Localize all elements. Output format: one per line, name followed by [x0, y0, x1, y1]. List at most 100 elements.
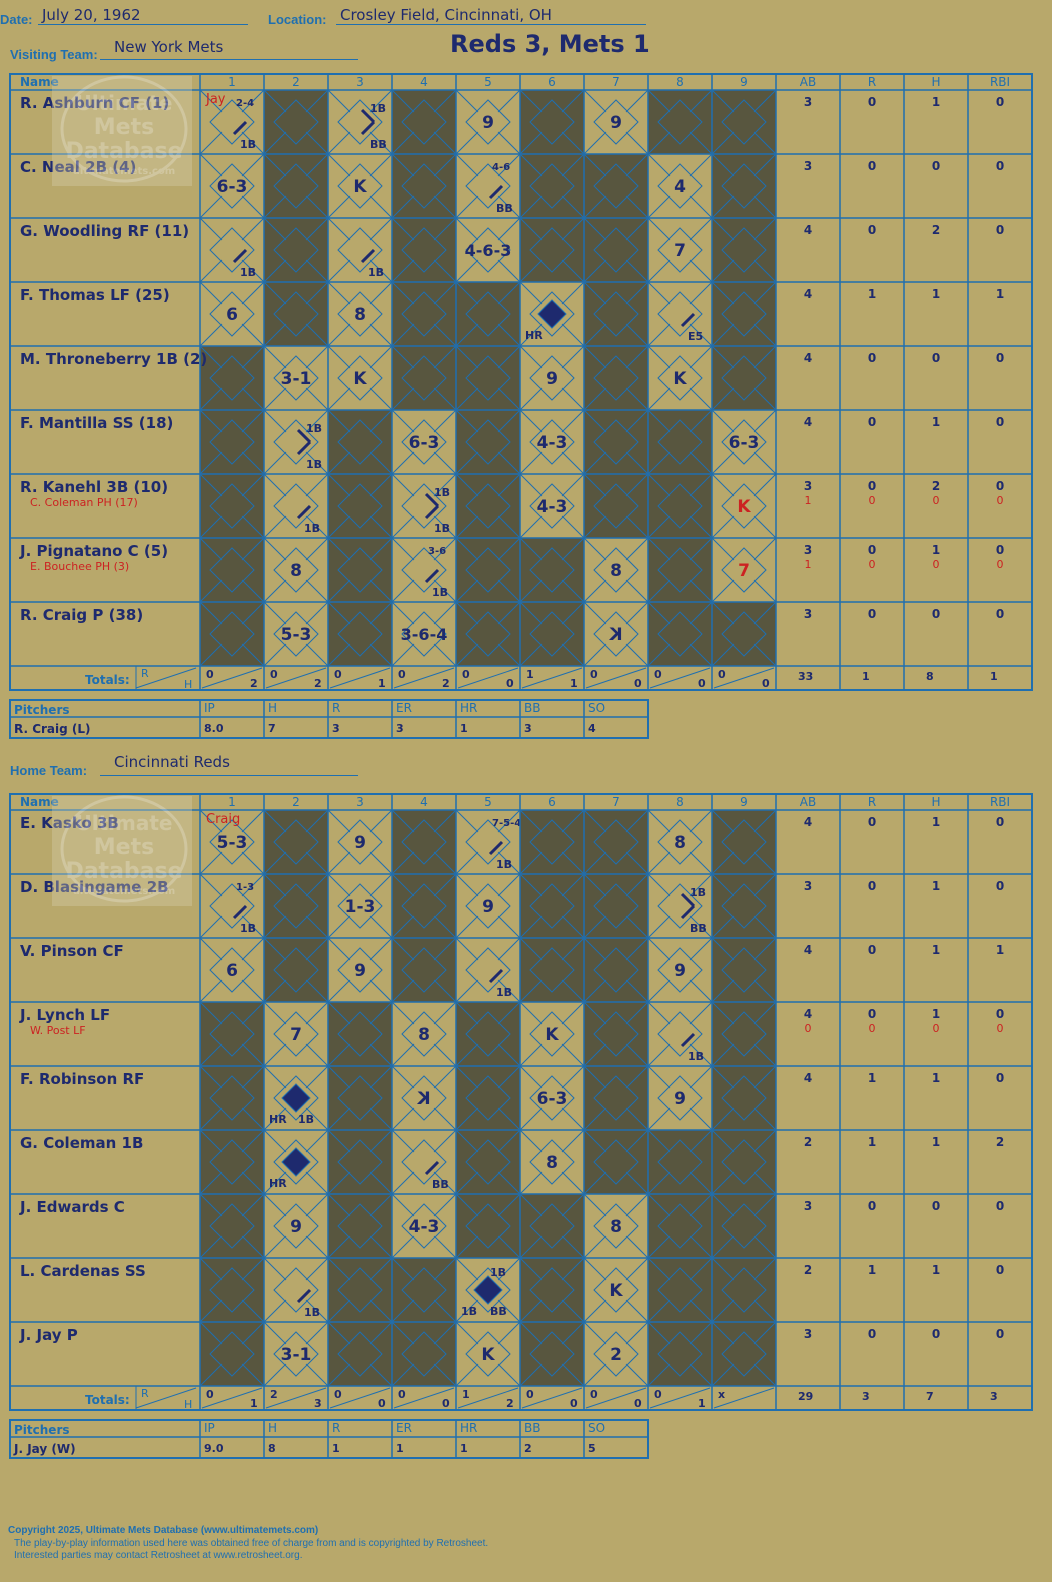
player-stat: 0 [996, 879, 1004, 893]
play-base-label: BB [432, 1178, 449, 1191]
basepath-line [360, 120, 376, 136]
inning-runs-total: 0 [654, 1388, 662, 1401]
base-diamond [529, 163, 575, 209]
play-result: 9 [482, 897, 494, 917]
pitching-stat: 3 [524, 722, 532, 735]
cell-guide-lines [391, 1321, 457, 1387]
inning-hits-total: 2 [250, 677, 258, 690]
play-base-label: 1B [298, 1113, 314, 1126]
cell-guide-lines [583, 601, 649, 667]
cell-guide-lines [583, 409, 649, 475]
base-diamond [209, 547, 255, 593]
base-diamond [657, 163, 703, 209]
cell-guide-lines [711, 89, 777, 155]
cell-guide-lines [327, 281, 393, 347]
base-diamond [209, 355, 255, 401]
player-stat: 0 [868, 1199, 876, 1213]
base-diamond [401, 227, 447, 273]
player-stat: 2 [804, 1135, 812, 1149]
play-base-label: 1B [370, 102, 386, 115]
player-name: F. Thomas LF (25) [20, 286, 170, 304]
totals-divider [521, 667, 583, 689]
watermark-text: Database [65, 859, 182, 884]
player-stat: 0 [868, 223, 876, 237]
player-stat: 0 [996, 815, 1004, 829]
player-stat: 0 [868, 943, 876, 957]
inning-hits-total: 1 [570, 677, 578, 690]
team-total-stat: 1 [990, 670, 998, 683]
play-result: 6 [226, 305, 238, 325]
cell-guide-lines [199, 217, 265, 283]
cell-guide-lines [583, 1321, 649, 1387]
cell-guide-lines [327, 153, 393, 219]
base-diamond [273, 947, 319, 993]
base-diamond [209, 819, 255, 865]
base-diamond [465, 819, 511, 865]
base-diamond [401, 99, 447, 145]
play-result: 9 [354, 961, 366, 981]
inning-runs-total: x [718, 1388, 725, 1401]
watermark-text: Mets [94, 115, 154, 140]
cell-guide-lines [711, 473, 777, 539]
stat-header: R [868, 795, 876, 809]
play-result: 6-3 [217, 177, 248, 197]
cell-guide-lines [327, 601, 393, 667]
player-stat: 0 [868, 607, 876, 621]
inning-hits-total: 0 [570, 1397, 578, 1410]
cell-guide-lines [455, 537, 521, 603]
substitute-stat: 0 [933, 1022, 940, 1035]
base-diamond [209, 1139, 255, 1185]
cell-guide-lines [519, 153, 585, 219]
player-stat: 0 [996, 543, 1004, 557]
base-diamond [721, 819, 767, 865]
player-stat: 2 [996, 1135, 1004, 1149]
inning-runs-total: 0 [398, 668, 406, 681]
basepath-line [488, 968, 504, 984]
base-diamond [273, 1331, 319, 1377]
totals-label: Totals: [85, 673, 130, 687]
team-total-stat: 8 [926, 670, 934, 683]
basepath-line [680, 904, 696, 920]
base-diamond [401, 819, 447, 865]
base-diamond [209, 1203, 255, 1249]
cell-guide-lines [391, 537, 457, 603]
cell-guide-lines [519, 345, 585, 411]
team-total-stat: 3 [862, 1390, 870, 1403]
home-run-diamond [281, 1083, 311, 1113]
player-stat: 0 [932, 159, 940, 173]
cell-guide-lines [647, 1257, 713, 1323]
home-team-label: Home Team: [10, 763, 88, 778]
play-result: K [417, 1089, 431, 1109]
base-diamond [401, 291, 447, 337]
cell-guide-lines [263, 217, 329, 283]
base-diamond [657, 611, 703, 657]
base-diamond [209, 419, 255, 465]
cell-guide-lines [519, 1065, 585, 1131]
play-base-label: 1B [240, 922, 256, 935]
cell-guide-lines [199, 937, 265, 1003]
player-stat: 0 [996, 95, 1004, 109]
base-diamond [529, 947, 575, 993]
basepath-line [360, 248, 376, 264]
cell-guide-lines [583, 809, 649, 875]
cell-guide-lines [647, 1001, 713, 1067]
play-result: 4 [674, 177, 686, 197]
inning-runs-total: 0 [718, 668, 726, 681]
cell-guide-lines [263, 937, 329, 1003]
player-stat: 4 [804, 287, 812, 301]
name-header: Name [20, 795, 59, 809]
cell-guide-lines [519, 809, 585, 875]
base-diamond [209, 1267, 255, 1313]
base-diamond [337, 1011, 383, 1057]
play-note: 2-4 [236, 98, 254, 109]
inning-header: 9 [740, 75, 748, 89]
player-name: E. Kasko 3B [20, 814, 119, 832]
cell-guide-lines [455, 601, 521, 667]
cell-guide-lines [455, 873, 521, 939]
home-run-diamond [537, 299, 567, 329]
player-stat: 1 [868, 1263, 876, 1277]
play-base-label: BB [496, 202, 513, 215]
player-stat: 3 [804, 879, 812, 893]
player-stat: 0 [996, 1263, 1004, 1277]
play-result: 8 [674, 833, 686, 853]
